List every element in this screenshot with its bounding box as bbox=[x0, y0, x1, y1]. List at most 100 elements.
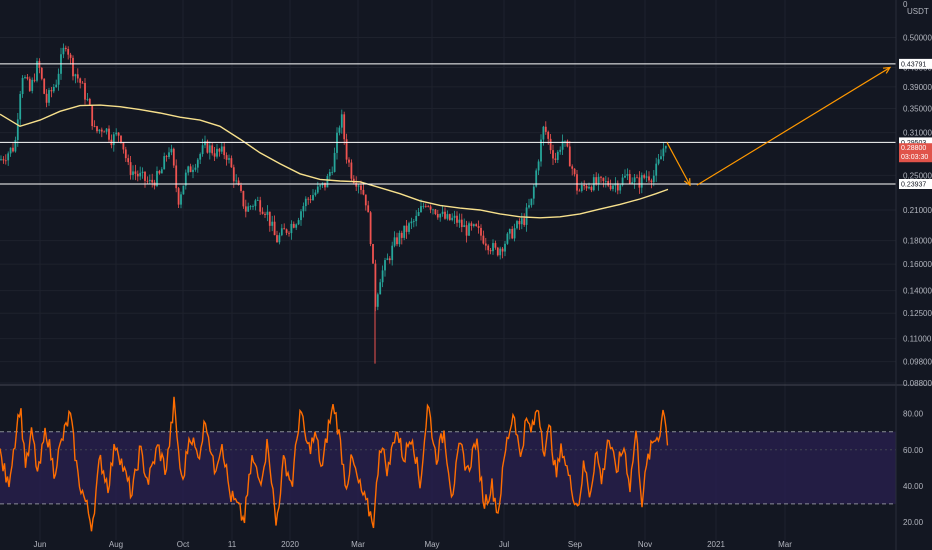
candle-body bbox=[612, 185, 614, 190]
candle-body bbox=[196, 159, 199, 168]
candle-body bbox=[69, 54, 72, 58]
candle-body bbox=[604, 180, 607, 182]
candle-body bbox=[403, 225, 406, 238]
price-tick-label: 0.16000 bbox=[903, 260, 932, 269]
candle-body bbox=[74, 74, 77, 77]
candle-body bbox=[148, 179, 151, 181]
candle-body bbox=[400, 232, 403, 238]
candle-body bbox=[348, 159, 350, 163]
candle-body bbox=[597, 176, 600, 184]
candle-body bbox=[535, 170, 538, 187]
price-tick-label: 0.11000 bbox=[903, 335, 932, 344]
candle-body bbox=[391, 245, 394, 261]
level-tag bbox=[899, 137, 932, 148]
candle-body bbox=[316, 186, 319, 193]
candle-body bbox=[362, 189, 365, 195]
candle-body bbox=[410, 221, 413, 224]
level-tag bbox=[899, 58, 932, 69]
candle-body bbox=[439, 213, 442, 218]
menu-glyph[interactable]: 0 bbox=[903, 0, 908, 9]
candle-body bbox=[345, 139, 348, 160]
candle-body bbox=[288, 232, 290, 234]
candle-body bbox=[544, 126, 547, 132]
candle-body bbox=[108, 128, 110, 140]
time-tick-label: Mar bbox=[351, 540, 365, 549]
candle-body bbox=[235, 180, 238, 182]
candle-body bbox=[237, 180, 240, 186]
current-price-label: 0.28800 bbox=[901, 145, 926, 152]
candle-body bbox=[252, 206, 254, 207]
candle-body bbox=[628, 174, 631, 184]
candle-body bbox=[528, 205, 530, 208]
candle-body bbox=[228, 158, 230, 160]
candle-body bbox=[249, 206, 252, 208]
candle-body bbox=[326, 176, 329, 188]
price-axis[interactable]: 0.500000.430000.390000.350000.310000.250… bbox=[903, 34, 932, 388]
time-axis[interactable]: Jun Aug Oct 11 2020 Mar May Jul Sep Nov 2021 Mar bbox=[34, 540, 793, 549]
candle-body bbox=[98, 129, 101, 132]
price-tick-label: 0.14000 bbox=[903, 287, 932, 296]
candle-body bbox=[484, 243, 487, 246]
candle-body bbox=[79, 78, 82, 83]
candle-body bbox=[266, 211, 269, 215]
rsi-tick-label: 60.00 bbox=[903, 446, 924, 455]
candle-body bbox=[530, 198, 533, 206]
candle-body bbox=[448, 214, 451, 220]
candle-body bbox=[662, 148, 665, 157]
candle-body bbox=[477, 226, 480, 228]
candle-body bbox=[120, 135, 122, 143]
arrow-head bbox=[882, 66, 892, 74]
candle-body bbox=[547, 131, 550, 139]
candle-body bbox=[655, 163, 658, 176]
candle-body bbox=[96, 126, 98, 132]
candle-body bbox=[168, 152, 170, 157]
rsi-guide-lines bbox=[0, 431, 896, 505]
level-tag-label: 0.43791 bbox=[901, 61, 926, 68]
candle-body bbox=[256, 200, 259, 201]
candle-body bbox=[556, 151, 559, 160]
candle-body bbox=[367, 205, 370, 213]
candle-body bbox=[184, 172, 187, 186]
candle-body bbox=[187, 166, 190, 173]
candle-body bbox=[225, 155, 228, 160]
candle-body bbox=[278, 235, 281, 243]
rsi-tick-label: 40.00 bbox=[903, 482, 924, 491]
candle-body bbox=[537, 161, 540, 171]
candle-body bbox=[324, 182, 326, 188]
candle-body bbox=[194, 167, 197, 170]
candle-body bbox=[139, 172, 142, 177]
candle-body bbox=[415, 215, 418, 222]
candle-body bbox=[247, 206, 250, 212]
candle-body bbox=[81, 82, 84, 84]
candle-body bbox=[240, 185, 242, 191]
candle-body bbox=[304, 198, 307, 207]
level-lines bbox=[0, 63, 896, 185]
candle-body bbox=[379, 282, 382, 295]
candle-body bbox=[302, 206, 305, 212]
candle-body bbox=[446, 214, 449, 219]
candle-body bbox=[295, 224, 298, 228]
rsi-axis[interactable]: 80.00 60.00 40.00 20.00 bbox=[903, 410, 924, 527]
candle-body bbox=[232, 167, 235, 182]
candle-body bbox=[151, 179, 154, 183]
candle-body bbox=[465, 225, 468, 236]
candle-body bbox=[144, 171, 146, 181]
time-tick-label: 2021 bbox=[707, 540, 725, 549]
candle-body bbox=[552, 150, 554, 159]
candle-body bbox=[633, 177, 636, 183]
candle-body bbox=[319, 185, 322, 187]
candle-body bbox=[664, 145, 667, 149]
candle-body bbox=[372, 244, 374, 264]
candle-body bbox=[441, 211, 444, 214]
candle-body bbox=[163, 156, 166, 170]
candle-body bbox=[508, 229, 511, 234]
candle-body bbox=[619, 185, 622, 191]
candle-body bbox=[511, 229, 514, 239]
candle-body bbox=[259, 200, 262, 212]
arrow-shaft bbox=[696, 66, 891, 186]
candle-body bbox=[273, 221, 276, 236]
price-tick-label: 0.39000 bbox=[903, 83, 932, 92]
candle-body bbox=[532, 186, 535, 199]
